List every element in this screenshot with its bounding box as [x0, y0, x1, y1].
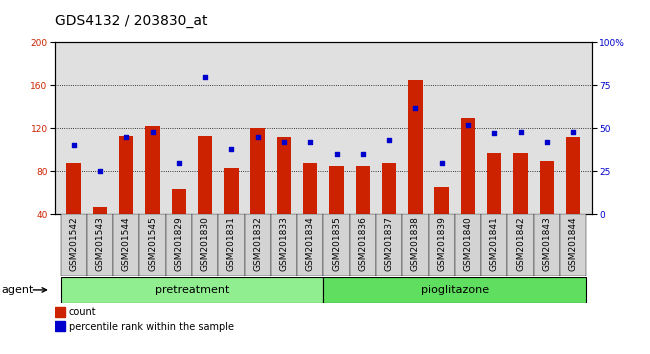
Text: GDS4132 / 203830_at: GDS4132 / 203830_at	[55, 14, 208, 28]
Bar	[303, 163, 317, 214]
Text: count: count	[69, 307, 96, 318]
Bar	[271, 214, 297, 276]
Bar	[350, 214, 376, 276]
Bar	[55, 307, 65, 317]
Bar	[218, 214, 244, 276]
Point	[410, 105, 421, 110]
Bar	[250, 128, 265, 214]
Bar	[55, 321, 65, 331]
Bar	[566, 137, 580, 214]
Text: GSM201837: GSM201837	[385, 216, 394, 271]
Bar	[481, 214, 508, 276]
Text: agent: agent	[1, 285, 34, 295]
Point	[489, 131, 499, 136]
Bar	[113, 214, 139, 276]
Bar	[560, 214, 586, 276]
Text: GSM201833: GSM201833	[280, 216, 289, 271]
Point	[384, 137, 395, 143]
Point	[568, 129, 578, 135]
Bar	[139, 214, 166, 276]
Point	[68, 143, 79, 148]
Bar	[146, 126, 160, 214]
Bar	[508, 214, 534, 276]
Point	[200, 74, 211, 80]
Bar	[277, 137, 291, 214]
Point	[332, 151, 342, 157]
Text: GSM201838: GSM201838	[411, 216, 420, 271]
Text: percentile rank within the sample: percentile rank within the sample	[69, 321, 233, 332]
Bar	[297, 214, 324, 276]
Bar	[540, 160, 554, 214]
Bar	[119, 136, 133, 214]
Bar	[356, 166, 370, 214]
Bar	[66, 163, 81, 214]
Bar	[324, 277, 586, 303]
Bar	[244, 214, 271, 276]
Text: GSM201832: GSM201832	[253, 216, 262, 271]
Point	[515, 129, 526, 135]
Text: GSM201839: GSM201839	[437, 216, 446, 271]
Bar	[376, 214, 402, 276]
Text: GSM201544: GSM201544	[122, 216, 131, 271]
Point	[226, 146, 237, 152]
Point	[305, 139, 315, 145]
Bar	[192, 214, 218, 276]
Text: pretreatment: pretreatment	[155, 285, 229, 295]
Bar	[428, 214, 455, 276]
Bar	[93, 207, 107, 214]
Bar	[172, 189, 186, 214]
Bar	[408, 80, 422, 214]
Point	[95, 169, 105, 174]
Text: GSM201545: GSM201545	[148, 216, 157, 271]
Text: GSM201842: GSM201842	[516, 216, 525, 271]
Point	[148, 129, 158, 135]
Point	[279, 139, 289, 145]
Text: GSM201843: GSM201843	[542, 216, 551, 271]
Point	[436, 160, 447, 165]
Text: pioglitazone: pioglitazone	[421, 285, 489, 295]
Bar	[324, 214, 350, 276]
Text: GSM201840: GSM201840	[463, 216, 473, 271]
Point	[252, 134, 263, 140]
Bar	[198, 136, 213, 214]
Text: GSM201835: GSM201835	[332, 216, 341, 271]
Bar	[461, 118, 475, 214]
Bar	[166, 214, 192, 276]
Text: GSM201830: GSM201830	[201, 216, 209, 271]
Point	[174, 160, 184, 165]
Bar	[330, 166, 344, 214]
Bar	[514, 153, 528, 214]
Point	[358, 151, 368, 157]
Text: GSM201834: GSM201834	[306, 216, 315, 271]
Text: GSM201542: GSM201542	[69, 216, 78, 271]
Bar	[87, 214, 113, 276]
Bar	[402, 214, 428, 276]
Bar	[224, 168, 239, 214]
Text: GSM201844: GSM201844	[569, 216, 578, 271]
Text: GSM201836: GSM201836	[358, 216, 367, 271]
Text: GSM201829: GSM201829	[174, 216, 183, 271]
Point	[541, 139, 552, 145]
Text: GSM201841: GSM201841	[489, 216, 499, 271]
Bar	[434, 187, 449, 214]
Text: GSM201543: GSM201543	[96, 216, 105, 271]
Bar	[487, 153, 501, 214]
Bar	[455, 214, 481, 276]
Text: GSM201831: GSM201831	[227, 216, 236, 271]
Point	[121, 134, 131, 140]
Bar	[382, 163, 396, 214]
Bar	[60, 214, 87, 276]
Point	[463, 122, 473, 128]
Bar	[534, 214, 560, 276]
Bar	[60, 277, 324, 303]
